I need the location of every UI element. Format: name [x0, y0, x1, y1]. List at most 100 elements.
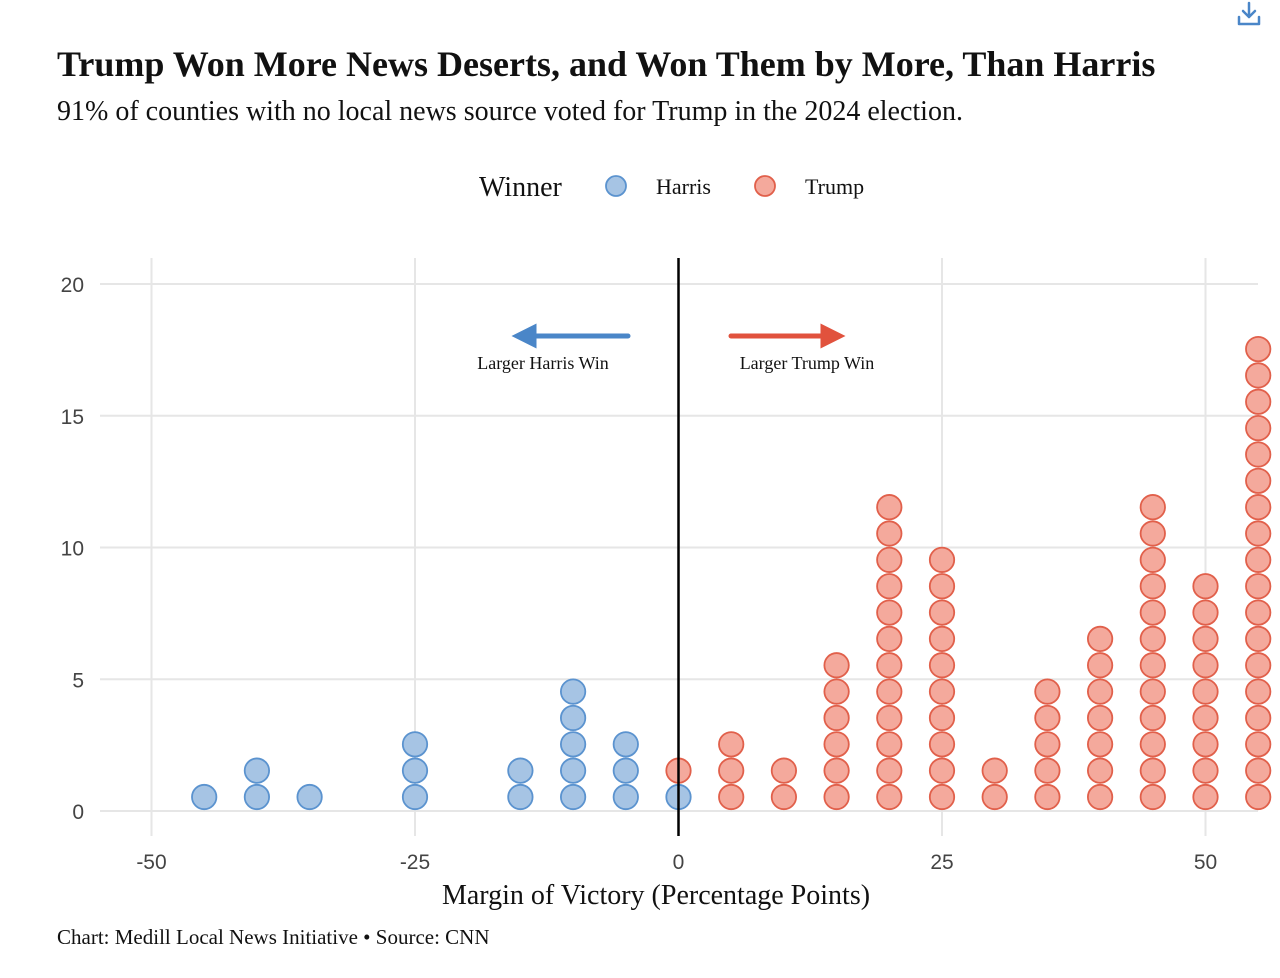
download-icon[interactable]	[1235, 0, 1263, 28]
dot-trump	[876, 731, 903, 758]
dot-trump	[928, 678, 956, 705]
dot-trump	[1139, 678, 1166, 705]
dot-trump	[1034, 731, 1061, 758]
dot-trump	[1245, 599, 1272, 626]
dot-trump	[1139, 704, 1166, 732]
dot-trump	[928, 573, 956, 600]
dot-trump	[1139, 599, 1166, 626]
dot-harris	[243, 757, 270, 784]
dot-trump	[1245, 414, 1272, 442]
dot-trump	[928, 783, 956, 811]
dot-trump	[1245, 388, 1272, 415]
dot-harris	[559, 704, 587, 732]
dot-trump	[1139, 731, 1166, 758]
dot-trump	[1139, 494, 1166, 521]
dot-trump	[770, 757, 798, 784]
dot-trump	[1139, 757, 1166, 784]
x-tick-label: 25	[930, 851, 953, 874]
dot-trump	[1192, 678, 1219, 705]
dot-trump	[1139, 573, 1166, 600]
dot-trump	[928, 546, 956, 573]
dot-trump	[1192, 757, 1219, 784]
dot-trump	[876, 652, 903, 679]
legend-marker-harris	[605, 175, 627, 197]
dot-trump	[876, 678, 903, 705]
x-tick-label: -50	[136, 851, 166, 874]
dot-trump	[928, 704, 956, 732]
dot-harris	[191, 783, 218, 811]
y-tick-label: 0	[72, 801, 84, 824]
x-tick-label: 50	[1194, 851, 1217, 874]
x-tick-label: -25	[400, 851, 430, 874]
dot-trump	[1139, 652, 1166, 679]
dot-harris	[401, 731, 429, 758]
legend: Winner Harris Trump	[479, 172, 864, 203]
legend-label-trump: Trump	[805, 174, 864, 199]
dot-trump	[1087, 625, 1114, 653]
dot-trump	[928, 757, 956, 784]
dot-trump	[1034, 704, 1061, 732]
dot-harris	[612, 783, 639, 811]
dot-harris	[559, 757, 587, 784]
dot-trump	[1245, 441, 1272, 468]
dot-trump	[1192, 573, 1219, 600]
dot-trump	[1192, 731, 1219, 758]
dot-trump	[1245, 783, 1272, 811]
dot-trump	[876, 573, 903, 600]
dot-harris	[507, 783, 534, 811]
dot-trump	[1087, 704, 1114, 732]
dot-trump	[1139, 783, 1166, 811]
x-axis-title: Margin of Victory (Percentage Points)	[442, 880, 870, 911]
dot-trump	[1245, 546, 1272, 573]
x-tick-label: 0	[673, 851, 685, 874]
dot-trump	[1087, 678, 1114, 705]
dot-trump	[1245, 678, 1272, 705]
dot-trump	[1087, 783, 1114, 811]
dot-trump	[876, 783, 903, 811]
dot-trump	[981, 757, 1008, 784]
legend-marker-trump	[754, 175, 776, 197]
dot-trump	[928, 652, 956, 679]
dot-trump	[1087, 731, 1114, 758]
dot-trump	[823, 704, 850, 732]
dot-trump	[876, 625, 903, 653]
dot-trump	[1087, 757, 1114, 784]
y-tick-label: 5	[72, 669, 84, 692]
dot-harris	[612, 731, 639, 758]
dot-harris	[296, 783, 323, 811]
dot-harris	[559, 678, 587, 705]
dot-trump	[823, 731, 850, 758]
dot-trump	[1245, 704, 1272, 732]
y-tick-label: 20	[61, 274, 84, 297]
dot-trump	[823, 757, 850, 784]
dot-harris	[401, 757, 429, 784]
dot-trump	[1245, 757, 1272, 784]
dot-trump	[876, 757, 903, 784]
dot-trump	[928, 731, 956, 758]
dot-trump	[718, 757, 745, 784]
dot-trump	[1245, 652, 1272, 679]
grid-layer: -100-75-50-25025507510005101520	[61, 258, 1258, 874]
y-tick-label: 15	[61, 406, 84, 429]
dot-trump	[928, 625, 956, 653]
dot-trump	[1034, 678, 1061, 705]
legend-label-harris: Harris	[656, 174, 711, 199]
dot-harris	[559, 731, 587, 758]
dot-harris	[559, 783, 587, 811]
dot-trump	[1139, 546, 1166, 573]
dot-trump	[876, 494, 903, 521]
dot-harris	[612, 757, 639, 784]
dot-trump	[876, 520, 903, 547]
dot-trump	[823, 783, 850, 811]
dot-harris	[243, 783, 270, 811]
chart-title: Trump Won More News Deserts, and Won The…	[57, 44, 1156, 84]
dot-trump	[823, 652, 850, 679]
dot-trump	[718, 731, 745, 758]
dot-trump	[718, 783, 745, 811]
y-tick-label: 10	[61, 538, 84, 561]
dot-trump	[823, 678, 850, 705]
dot-trump	[1245, 731, 1272, 758]
dot-trump	[1245, 625, 1272, 653]
dot-trump	[1245, 494, 1272, 521]
dot-harris	[507, 757, 534, 784]
